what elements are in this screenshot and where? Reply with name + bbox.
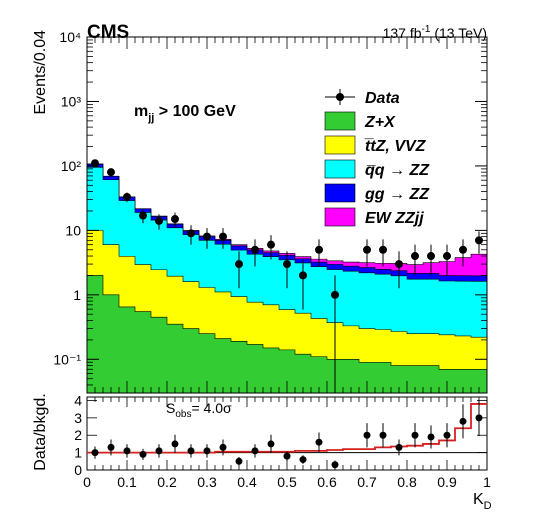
ratio-point	[363, 431, 371, 439]
data-point	[459, 245, 467, 254]
legend-swatch	[324, 135, 356, 155]
x-tick-label: 0.9	[437, 474, 457, 490]
ratio-y-tick-label: 4	[74, 392, 82, 408]
ratio-point	[91, 449, 99, 457]
legend-swatch	[324, 207, 356, 227]
legend-label: q̅q → ZZ	[365, 162, 430, 179]
ratio-point	[331, 461, 339, 469]
x-tick-label: 0.4	[237, 474, 257, 490]
y-tick-label: 10⁴	[59, 29, 81, 45]
mjj-annotation: mjj > 100 GeV	[134, 103, 236, 124]
ratio-y-tick-label: 1	[74, 445, 82, 461]
y-tick-label: 10⁻¹	[53, 351, 81, 367]
legend-marker-point	[336, 93, 344, 101]
data-point	[443, 252, 451, 261]
x-tick-label: 0	[83, 474, 91, 490]
ratio-ylabel: Data/bkgd.	[32, 393, 49, 470]
data-point	[283, 260, 291, 269]
data-point	[187, 229, 195, 238]
x-tick-label: 0.8	[397, 474, 417, 490]
data-point	[235, 260, 243, 269]
y-tick-label: 10	[65, 222, 81, 238]
ratio-point	[171, 440, 179, 448]
data-point	[139, 211, 147, 220]
data-point	[267, 240, 275, 249]
ratio-point	[427, 433, 435, 441]
x-tick-label: 1	[483, 474, 491, 490]
data-point	[299, 271, 307, 280]
legend-label: EW ZZjj	[365, 210, 424, 227]
y-tick-label: 10³	[61, 93, 82, 109]
ratio-point	[251, 447, 259, 455]
ratio-point	[155, 447, 163, 455]
data-point	[155, 216, 163, 225]
labels-layer: CMS 137 fb-1 (13 TeV) mjj > 100 GeV Even…	[32, 22, 492, 512]
ratio-point	[475, 414, 483, 422]
ratio-point	[203, 447, 211, 455]
ratio-point	[411, 431, 419, 439]
lumi-label: 137 fb-1 (13 TeV)	[383, 24, 487, 41]
data-point	[251, 245, 259, 254]
ratio-point	[443, 431, 451, 439]
ratio-point	[299, 456, 307, 464]
legend-label: Z+X	[364, 114, 396, 131]
cms-title: CMS	[87, 22, 129, 43]
ratio-y-tick-label: 3	[74, 410, 82, 426]
y-tick-label: 10²	[61, 158, 82, 174]
ratio-point	[315, 438, 323, 446]
ratio-signal-step-line	[87, 403, 487, 454]
data-point	[475, 236, 483, 245]
ratio-point	[219, 443, 227, 451]
legend-swatch	[324, 183, 356, 203]
ratio-point	[107, 443, 115, 451]
sobs-annotation: Sobs= 4.0σ	[166, 400, 232, 420]
x-axis-label: KD	[473, 491, 492, 512]
ratio-point	[187, 447, 195, 455]
x-tick-label: 0.2	[157, 474, 177, 490]
legend-label: t̅tZ, VVZ	[364, 138, 427, 155]
data-point	[203, 232, 211, 241]
legend-label: gg → ZZ	[364, 186, 430, 203]
ratio-point	[139, 450, 147, 458]
ratio-point	[267, 440, 275, 448]
data-point	[427, 252, 435, 261]
x-tick-label: 0.5	[277, 474, 297, 490]
data-point	[315, 245, 323, 254]
ratio-y-tick-label: 0	[74, 462, 82, 478]
data-point	[411, 252, 419, 261]
legend-label: Data	[365, 90, 400, 107]
legend-swatch	[324, 111, 356, 131]
data-point	[363, 245, 371, 254]
stack-layer-z-x	[86, 275, 488, 394]
main-panel: 10⁻¹ 1 10 10² 10³ 10⁴ Data Z+X t̅tZ, VVZ q̅q → ZZ…	[53, 29, 488, 394]
x-tick-label: 0.6	[317, 474, 337, 490]
ratio-point	[123, 447, 131, 455]
ratio-point	[395, 443, 403, 451]
data-point	[171, 215, 179, 224]
data-point	[107, 168, 115, 177]
ratio-point	[459, 417, 467, 425]
ratio-point	[235, 457, 243, 465]
x-tick-label: 0.1	[117, 474, 137, 490]
data-point	[331, 290, 339, 299]
data-point	[123, 192, 131, 201]
data-point	[395, 260, 403, 269]
ratio-y-tick-label: 2	[74, 427, 82, 443]
main-ylabel: Events/0.04	[32, 30, 49, 115]
x-tick-label: 0.3	[197, 474, 217, 490]
legend-swatch	[324, 159, 356, 179]
x-tick-label: 0.7	[357, 474, 377, 490]
data-point	[379, 245, 387, 254]
ratio-point	[283, 452, 291, 460]
y-tick-label: 1	[73, 287, 81, 303]
data-point	[91, 159, 99, 168]
ratio-point	[379, 431, 387, 439]
data-point	[219, 232, 227, 241]
